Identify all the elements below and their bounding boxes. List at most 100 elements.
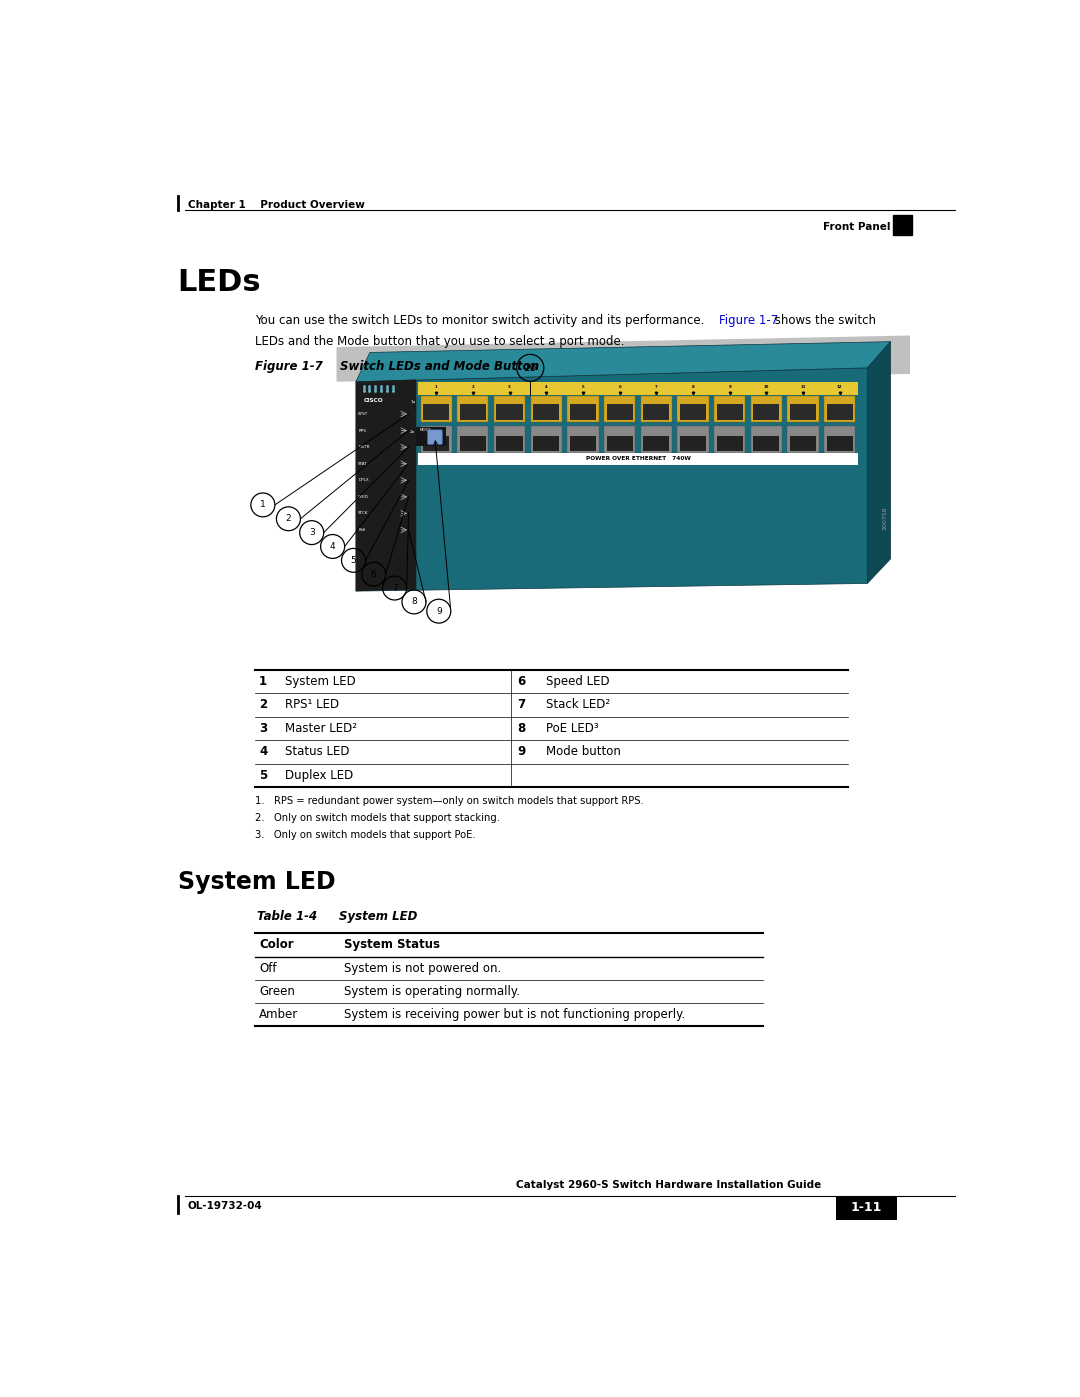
- Text: Amber: Amber: [259, 1007, 298, 1021]
- Bar: [497, 405, 523, 420]
- Bar: [604, 426, 635, 453]
- Text: Status LED: Status LED: [284, 746, 349, 759]
- Bar: [607, 405, 633, 420]
- Text: 7: 7: [517, 698, 525, 711]
- Text: 1-11: 1-11: [851, 1201, 882, 1214]
- Text: 3: 3: [309, 528, 314, 536]
- Text: 4: 4: [545, 386, 548, 390]
- Bar: [714, 397, 745, 422]
- Text: Figure 1-7: Figure 1-7: [718, 314, 778, 327]
- Text: Front Panel: Front Panel: [823, 222, 891, 232]
- Bar: [753, 436, 780, 451]
- Bar: [534, 405, 559, 420]
- Text: System LED: System LED: [284, 675, 355, 687]
- Bar: [607, 436, 633, 451]
- Bar: [567, 426, 598, 453]
- Text: 7: 7: [654, 386, 658, 390]
- Text: LEDs: LEDs: [177, 268, 261, 296]
- Text: 3: 3: [259, 722, 267, 735]
- Text: STAT: STAT: [359, 461, 368, 465]
- Text: OL-19732-04: OL-19732-04: [188, 1200, 262, 1211]
- Bar: [460, 405, 486, 420]
- Text: 9: 9: [517, 746, 525, 759]
- Bar: [751, 397, 782, 422]
- Bar: [416, 427, 446, 446]
- Text: 2: 2: [285, 514, 292, 524]
- Text: 5: 5: [259, 768, 267, 782]
- Text: PoE LED³: PoE LED³: [545, 722, 598, 735]
- Text: SPED: SPED: [359, 495, 369, 499]
- Text: System LED: System LED: [339, 911, 417, 923]
- Text: 4: 4: [259, 746, 267, 759]
- Bar: [460, 436, 486, 451]
- Bar: [836, 1196, 896, 1220]
- Text: 10: 10: [524, 363, 537, 373]
- Bar: [570, 405, 596, 420]
- Text: 6: 6: [618, 386, 621, 390]
- Text: System is not powered on.: System is not powered on.: [345, 961, 501, 975]
- Bar: [457, 397, 488, 422]
- Text: 1.   RPS = redundant power system—only on switch models that support RPS.: 1. RPS = redundant power system—only on …: [255, 796, 644, 806]
- Bar: [644, 405, 670, 420]
- Text: System Status: System Status: [345, 939, 441, 951]
- Text: LEDs and the Mode button that you use to select a port mode.: LEDs and the Mode button that you use to…: [255, 335, 624, 348]
- Text: Catalyst 2960-S Switch Hardware Installation Guide: Catalyst 2960-S Switch Hardware Installa…: [515, 1180, 821, 1190]
- Polygon shape: [867, 342, 891, 584]
- Text: 9: 9: [436, 606, 442, 616]
- Text: Chapter 1    Product Overview: Chapter 1 Product Overview: [188, 200, 365, 210]
- Bar: [604, 397, 635, 422]
- Text: DPLX: DPLX: [359, 478, 369, 482]
- Polygon shape: [356, 380, 416, 591]
- Text: 6: 6: [370, 570, 377, 578]
- Polygon shape: [356, 342, 891, 381]
- Bar: [423, 405, 449, 420]
- Bar: [677, 397, 708, 422]
- Text: CISCO: CISCO: [364, 398, 383, 402]
- Text: Color: Color: [259, 939, 294, 951]
- Bar: [420, 426, 451, 453]
- Bar: [753, 405, 780, 420]
- Text: POWER OVER ETHERNET   740W: POWER OVER ETHERNET 740W: [585, 457, 690, 461]
- Text: Green: Green: [259, 985, 295, 997]
- Text: 1: 1: [259, 675, 267, 687]
- Text: shows the switch: shows the switch: [771, 314, 876, 327]
- Text: 10: 10: [764, 386, 769, 390]
- Bar: [824, 397, 855, 422]
- Text: SYST: SYST: [359, 412, 368, 416]
- Bar: [567, 397, 598, 422]
- Text: PoE: PoE: [359, 528, 366, 532]
- Bar: [824, 426, 855, 453]
- Bar: [530, 397, 562, 422]
- Bar: [640, 426, 672, 453]
- Text: 9: 9: [728, 386, 731, 390]
- Text: RPS: RPS: [359, 429, 366, 433]
- Bar: [680, 436, 706, 451]
- Bar: [644, 436, 670, 451]
- Text: 3: 3: [509, 386, 511, 390]
- Text: MODE: MODE: [419, 429, 431, 432]
- Bar: [418, 381, 859, 395]
- Bar: [494, 426, 525, 453]
- Text: 8: 8: [517, 722, 525, 735]
- Text: 2: 2: [259, 698, 267, 711]
- Text: Switch LEDs and Mode Button: Switch LEDs and Mode Button: [340, 360, 540, 373]
- Bar: [457, 426, 488, 453]
- Text: 2x: 2x: [410, 430, 416, 433]
- Bar: [497, 436, 523, 451]
- Text: STCK: STCK: [359, 511, 368, 515]
- Text: 5: 5: [351, 556, 356, 564]
- Text: 200758: 200758: [882, 506, 888, 529]
- Text: 3.   Only on switch models that support PoE.: 3. Only on switch models that support Po…: [255, 830, 476, 840]
- Bar: [826, 405, 853, 420]
- Text: System LED: System LED: [177, 870, 335, 894]
- Bar: [494, 397, 525, 422]
- Bar: [680, 405, 706, 420]
- Text: 1: 1: [260, 500, 266, 510]
- Bar: [717, 405, 743, 420]
- Bar: [677, 426, 708, 453]
- Bar: [826, 436, 853, 451]
- Bar: [418, 453, 859, 465]
- Bar: [717, 436, 743, 451]
- Text: 7: 7: [392, 584, 397, 592]
- Bar: [789, 436, 816, 451]
